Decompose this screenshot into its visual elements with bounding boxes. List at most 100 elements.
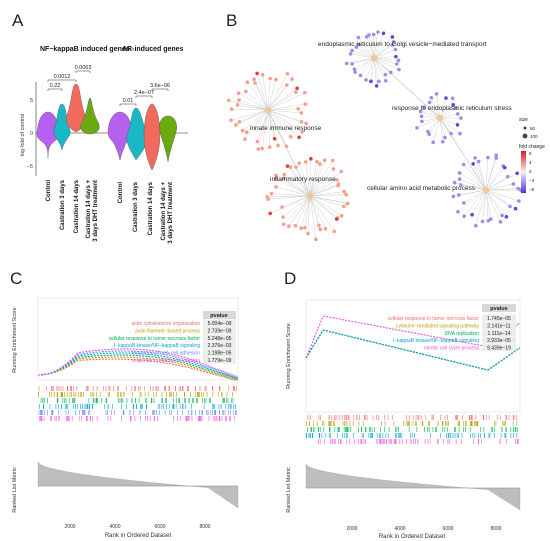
es-curve (38, 352, 239, 380)
gene-node (383, 78, 388, 83)
network-edge (485, 157, 489, 191)
hub-node (370, 54, 378, 62)
gene-node (377, 79, 381, 84)
network-edge (304, 195, 311, 228)
network-edge (309, 161, 318, 197)
gene-node (226, 98, 231, 103)
network-edge (281, 195, 311, 208)
es-curve (38, 358, 238, 381)
gene-node (394, 62, 399, 66)
gene-node (274, 173, 278, 178)
gene-node (462, 201, 466, 205)
es-curve (305, 329, 521, 371)
pvalue-cell-bg (203, 356, 236, 364)
gene-node (237, 98, 241, 102)
term-pvalue: 1.745e−05 (487, 316, 511, 322)
network-edge (350, 53, 375, 59)
gene-node (456, 209, 460, 214)
p-value-label: 2.4e−07 (134, 90, 154, 96)
network-edge (238, 92, 269, 111)
pvalue-header-bg (203, 311, 236, 319)
network-edge (256, 73, 269, 111)
gene-hit-barcode (38, 386, 237, 421)
network-edge (420, 111, 441, 119)
term-label: actin cytoskeleton organization (132, 321, 201, 327)
term-pvalue: 2.376e−03 (208, 343, 232, 349)
network-edge (485, 189, 511, 207)
network-edge (258, 109, 269, 150)
network-edge (352, 50, 375, 59)
network-edge (309, 179, 338, 197)
network-edge (373, 57, 397, 65)
group-label-nf: NF−kappaB induced genes (40, 46, 130, 53)
gene-node (276, 143, 280, 148)
gene-node (429, 95, 434, 100)
network-edge (309, 160, 333, 197)
network-edge (267, 109, 291, 137)
network-edge (478, 161, 487, 191)
term-pvalue: 2.933e−05 (487, 338, 511, 344)
network-edge (239, 109, 269, 123)
gene-node (285, 164, 290, 168)
gene-node (397, 67, 401, 72)
legend-fc-title: fold change (519, 144, 545, 150)
network-edge (432, 117, 441, 143)
network-edge (365, 57, 375, 80)
network-edge (228, 100, 269, 111)
gene-node (281, 222, 286, 227)
legend-fc-tick: 0 (529, 169, 532, 174)
gene-node (252, 77, 256, 82)
network-edge (267, 109, 275, 139)
network-edge (373, 57, 391, 73)
network-edge (485, 189, 519, 202)
p-value-label: 3.6e−06 (150, 83, 170, 89)
term-label: DNA replication (445, 331, 480, 337)
gene-node (517, 199, 521, 203)
gene-node (396, 58, 401, 63)
legend-fc-tick: −8 (529, 187, 535, 192)
gene-node (364, 78, 368, 82)
gene-node (390, 43, 395, 47)
network-edge (485, 167, 505, 191)
network-edge (373, 41, 394, 59)
gene-node (315, 159, 319, 164)
gene-node (394, 54, 398, 59)
gene-node (462, 214, 466, 218)
panel-c: C Running Enrichment Score pvalue actin … (10, 269, 239, 539)
network-edge (267, 108, 299, 111)
gene-node (457, 171, 462, 175)
pvalue-header: pvalue (210, 313, 227, 319)
network-edge (458, 189, 487, 196)
network-edge (283, 195, 311, 225)
x-label: Control (46, 180, 52, 202)
gene-node (376, 30, 380, 34)
gene-node (272, 136, 277, 141)
hub-label: cellular amino acid metabolic process (367, 185, 476, 192)
x-label: Castration 14 days (148, 181, 154, 235)
pvalue-cell-bg (482, 329, 516, 337)
sig-bracket (119, 103, 137, 106)
hub-label: endoplasmic reticulum to Golgi vesicle−m… (318, 41, 487, 48)
x-tick-label: 4000 (394, 526, 405, 532)
hub-node (436, 114, 444, 122)
gene-node (286, 224, 291, 228)
panel-d: D Running Enrichment Score pvalue cellul… (284, 269, 521, 540)
gene-node (303, 102, 308, 106)
network-edge (235, 109, 269, 126)
network-edge (373, 57, 400, 70)
network-edge (298, 163, 311, 197)
network-edge (485, 173, 518, 191)
pvalue-header: pvalue (490, 306, 507, 312)
gene-node (331, 167, 336, 171)
network-edge (284, 174, 311, 197)
gene-node (303, 90, 307, 95)
gene-node (303, 225, 307, 230)
term-label: response to interferon−gamma (132, 358, 200, 364)
pvalue-cell-bg (203, 334, 236, 342)
network-edge (373, 44, 393, 59)
network-edge (237, 104, 269, 111)
network-edge (428, 117, 441, 135)
panel-d-letter: D (284, 269, 296, 288)
panel-a-letter: A (12, 11, 24, 30)
network-edge (295, 195, 311, 226)
